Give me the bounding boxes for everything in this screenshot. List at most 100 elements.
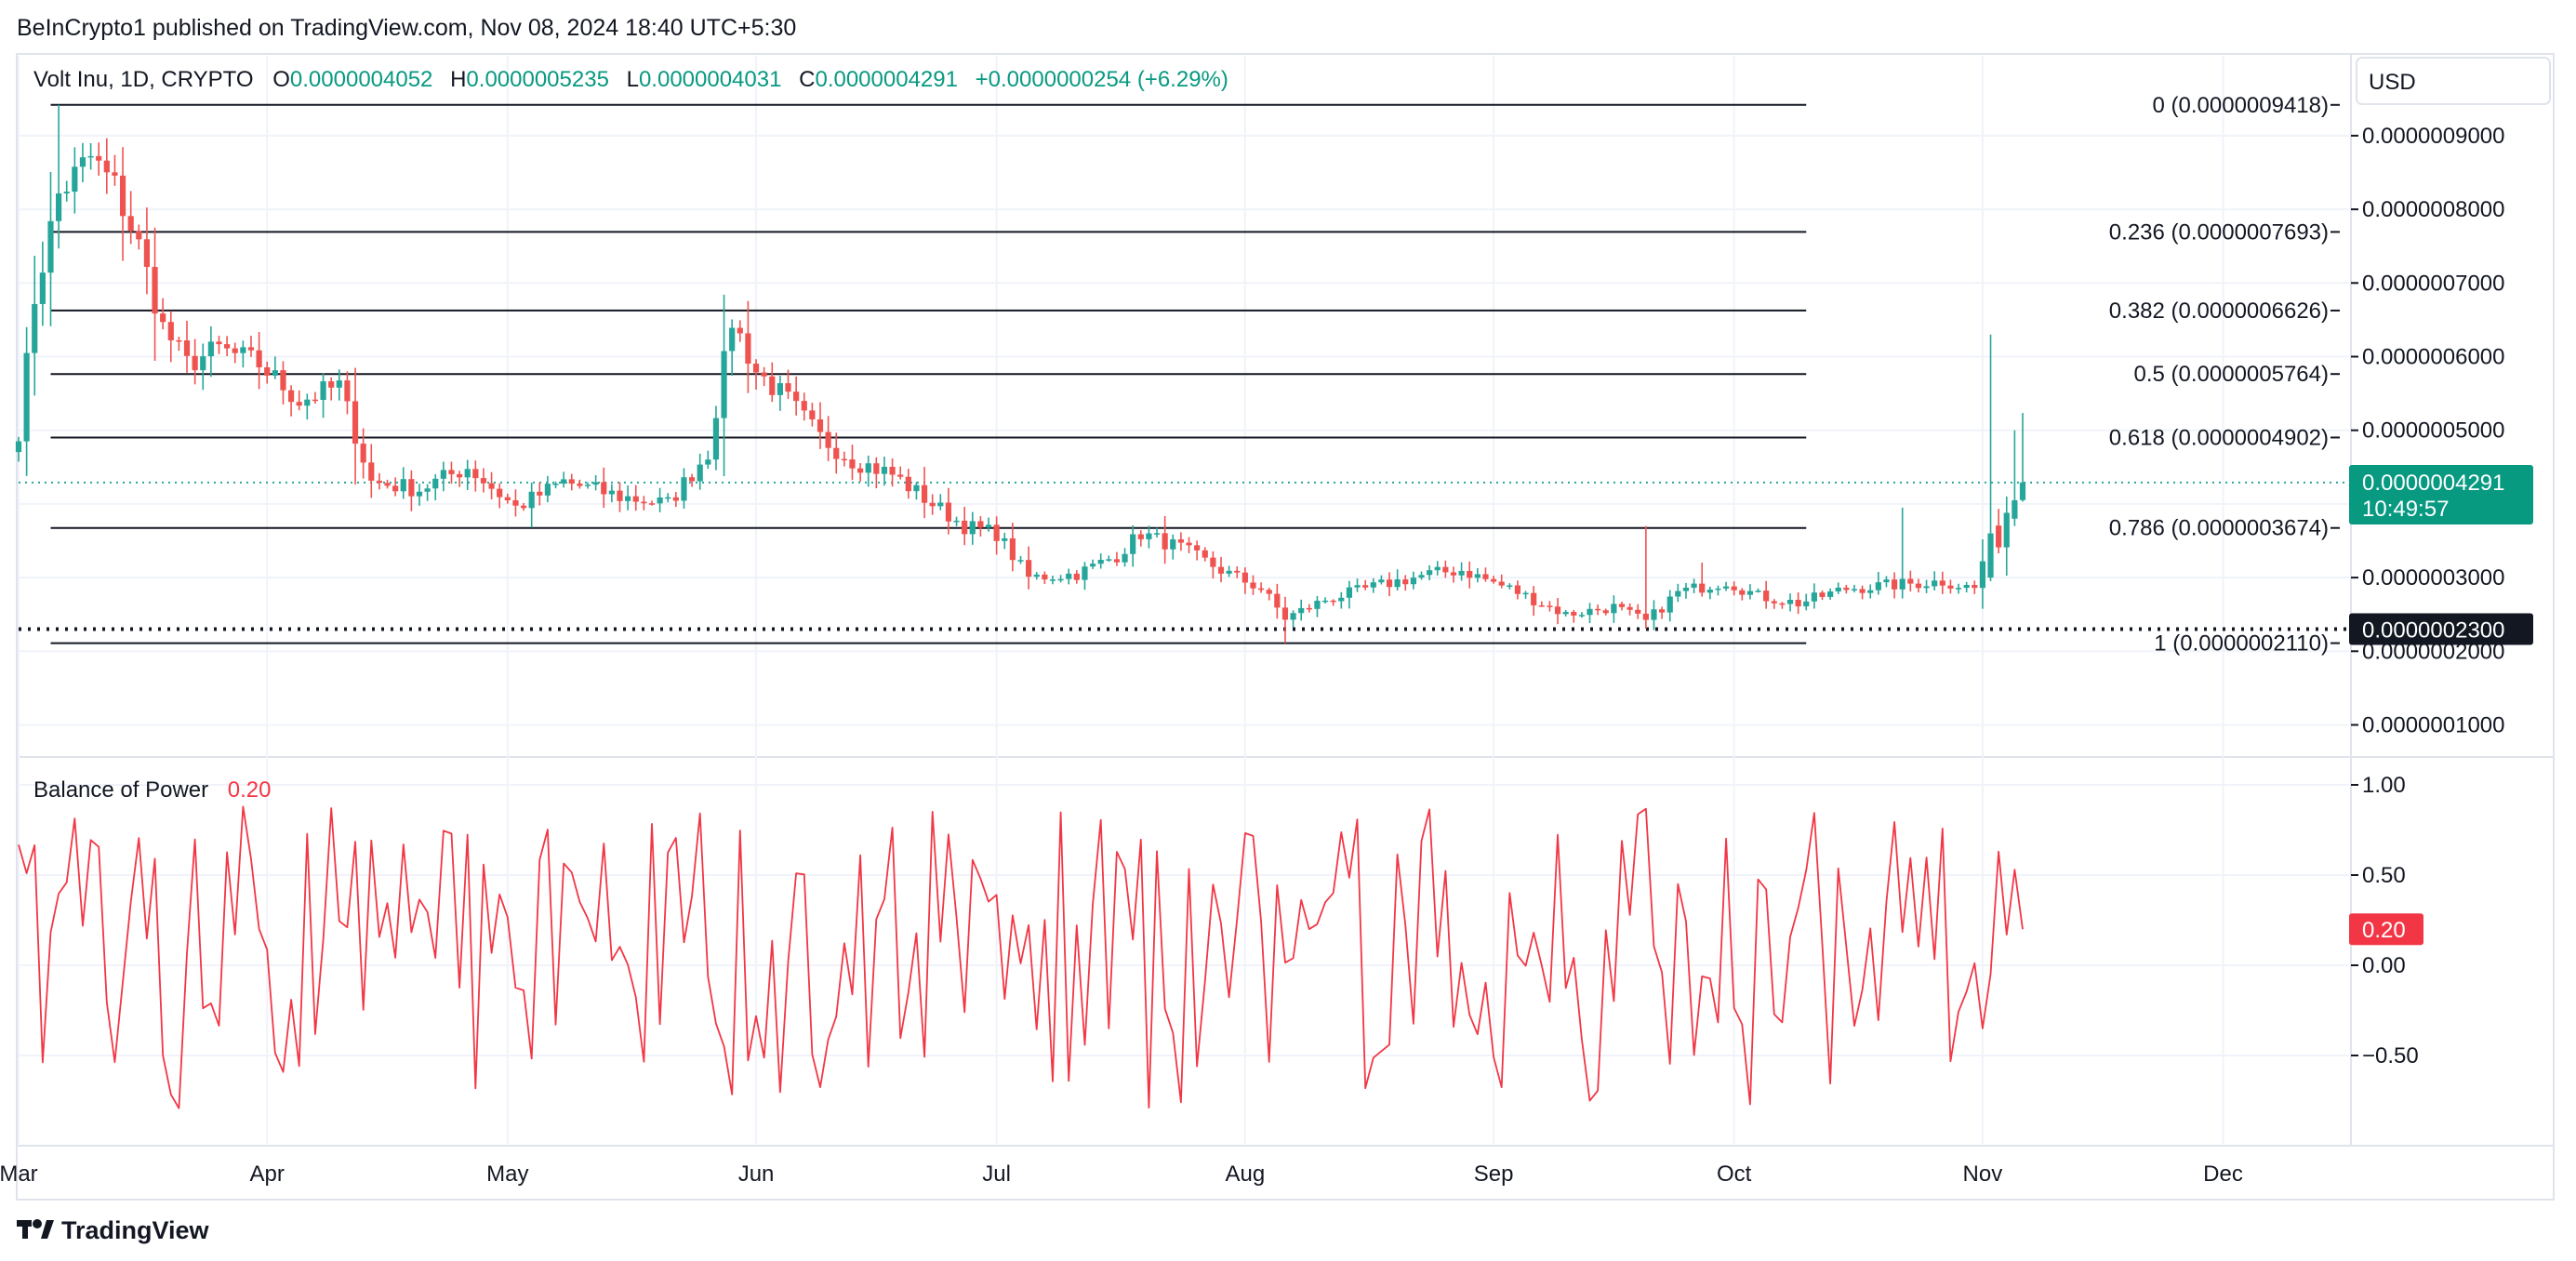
candle-body	[608, 490, 615, 495]
candle	[1795, 592, 1801, 615]
candle	[1146, 525, 1152, 549]
candle	[1819, 590, 1826, 600]
symbol-legend[interactable]: Volt Inu, 1D, CRYPTO O0.0000004052 H0.00…	[33, 67, 1228, 92]
candle	[1883, 576, 1890, 588]
candle-body	[1691, 583, 1697, 588]
candle	[160, 298, 166, 330]
fibonacci-retracement[interactable]: 0 (0.0000009418) 0.236 (0.0000007693) 0.38…	[19, 93, 2349, 657]
candle-body	[1843, 587, 1850, 591]
candle-body	[1274, 593, 1281, 608]
candle-body	[769, 376, 776, 395]
candle-body	[1498, 581, 1505, 586]
candle-body	[648, 503, 656, 505]
candle-body	[1177, 538, 1184, 543]
candle	[712, 405, 720, 471]
price-tick-label: 0.0000008000	[2362, 197, 2505, 222]
candle	[152, 227, 158, 361]
candlestick-series[interactable]	[15, 104, 2026, 644]
candle	[280, 361, 286, 405]
candle-body	[1602, 610, 1609, 614]
tradingview-logo[interactable]: TradingView	[17, 1216, 210, 1244]
candle-body	[809, 410, 816, 419]
candle	[167, 311, 174, 363]
candle-body	[432, 478, 439, 489]
candle-body	[1410, 577, 1416, 585]
candle	[1691, 578, 1697, 593]
candle-body	[1795, 600, 1801, 607]
candle	[697, 453, 703, 490]
candle-body	[881, 466, 888, 474]
candle-body	[1715, 588, 1721, 591]
candle-body	[448, 470, 455, 474]
candle	[400, 467, 406, 499]
candle	[1321, 597, 1329, 604]
high-label: H	[450, 67, 466, 92]
candle-body	[1113, 559, 1121, 563]
candle	[752, 359, 760, 390]
candle-body	[1354, 585, 1361, 588]
candle-body	[568, 479, 575, 484]
currency-label: USD	[2369, 70, 2416, 95]
candle	[568, 473, 575, 491]
bop-axis[interactable]: 1.00 0.50 0.00 −0.50	[2351, 773, 2419, 1069]
candle	[440, 461, 446, 492]
candle	[641, 496, 647, 511]
candle-body	[617, 490, 623, 501]
bop-tick-label: 0.00	[2362, 953, 2406, 978]
candle	[103, 138, 110, 194]
candle	[1602, 608, 1609, 616]
fib-level-0.5: 0.5 (0.0000005764)	[50, 362, 2340, 387]
candle-body	[1017, 560, 1024, 562]
candle	[985, 517, 992, 532]
candle	[1162, 516, 1168, 564]
candle-body	[1210, 557, 1216, 567]
candle-body	[1827, 591, 1834, 597]
footer-brand: TradingView	[61, 1216, 210, 1244]
candle-body	[1194, 545, 1201, 551]
balance-of-power-series[interactable]	[18, 805, 2024, 1109]
candle-body	[400, 479, 406, 492]
candle	[368, 444, 375, 498]
candle-body	[897, 474, 904, 477]
candle	[833, 432, 840, 474]
candle	[143, 207, 151, 295]
indicator-legend[interactable]: Balance of Power 0.20	[33, 777, 272, 803]
candle	[1082, 562, 1088, 591]
candle	[457, 471, 463, 487]
candle-body	[1170, 538, 1176, 550]
candle	[665, 493, 671, 503]
candle	[1578, 612, 1585, 618]
time-axis[interactable]: Mar Apr May Jun Jul Aug Sep Oct Nov Dec	[0, 1161, 2243, 1187]
candle-body	[344, 380, 351, 402]
candle	[1242, 567, 1248, 594]
candle-body	[1595, 608, 1601, 611]
candle-body	[488, 483, 495, 489]
candle-body	[1627, 606, 1633, 610]
candle	[1314, 595, 1321, 617]
candle	[897, 466, 904, 480]
candle	[672, 491, 679, 508]
price-axis[interactable]: 0.0000009000 0.0000008000 0.0000007000 0.00…	[2351, 124, 2505, 738]
bop-line	[18, 805, 2024, 1109]
candle-body	[1450, 572, 1457, 576]
candle-body	[2019, 482, 2026, 500]
candle	[1290, 610, 1296, 628]
currency-button[interactable]: USD	[2356, 57, 2551, 105]
candle-body	[200, 356, 206, 371]
candle-body	[577, 484, 583, 486]
candle-body	[23, 352, 30, 442]
candle	[617, 482, 623, 512]
candle	[216, 336, 222, 354]
candle-body	[1507, 585, 1513, 587]
candle	[729, 319, 736, 377]
candle	[304, 393, 311, 420]
time-tick-label: May	[486, 1161, 528, 1187]
fib-label: 0.618 (0.0000004902)	[2109, 425, 2329, 450]
candle-body	[1042, 574, 1048, 580]
candle	[1354, 578, 1361, 592]
candle-body	[592, 482, 599, 485]
candle	[1033, 572, 1040, 580]
candle	[1186, 537, 1192, 553]
candle	[688, 473, 696, 487]
